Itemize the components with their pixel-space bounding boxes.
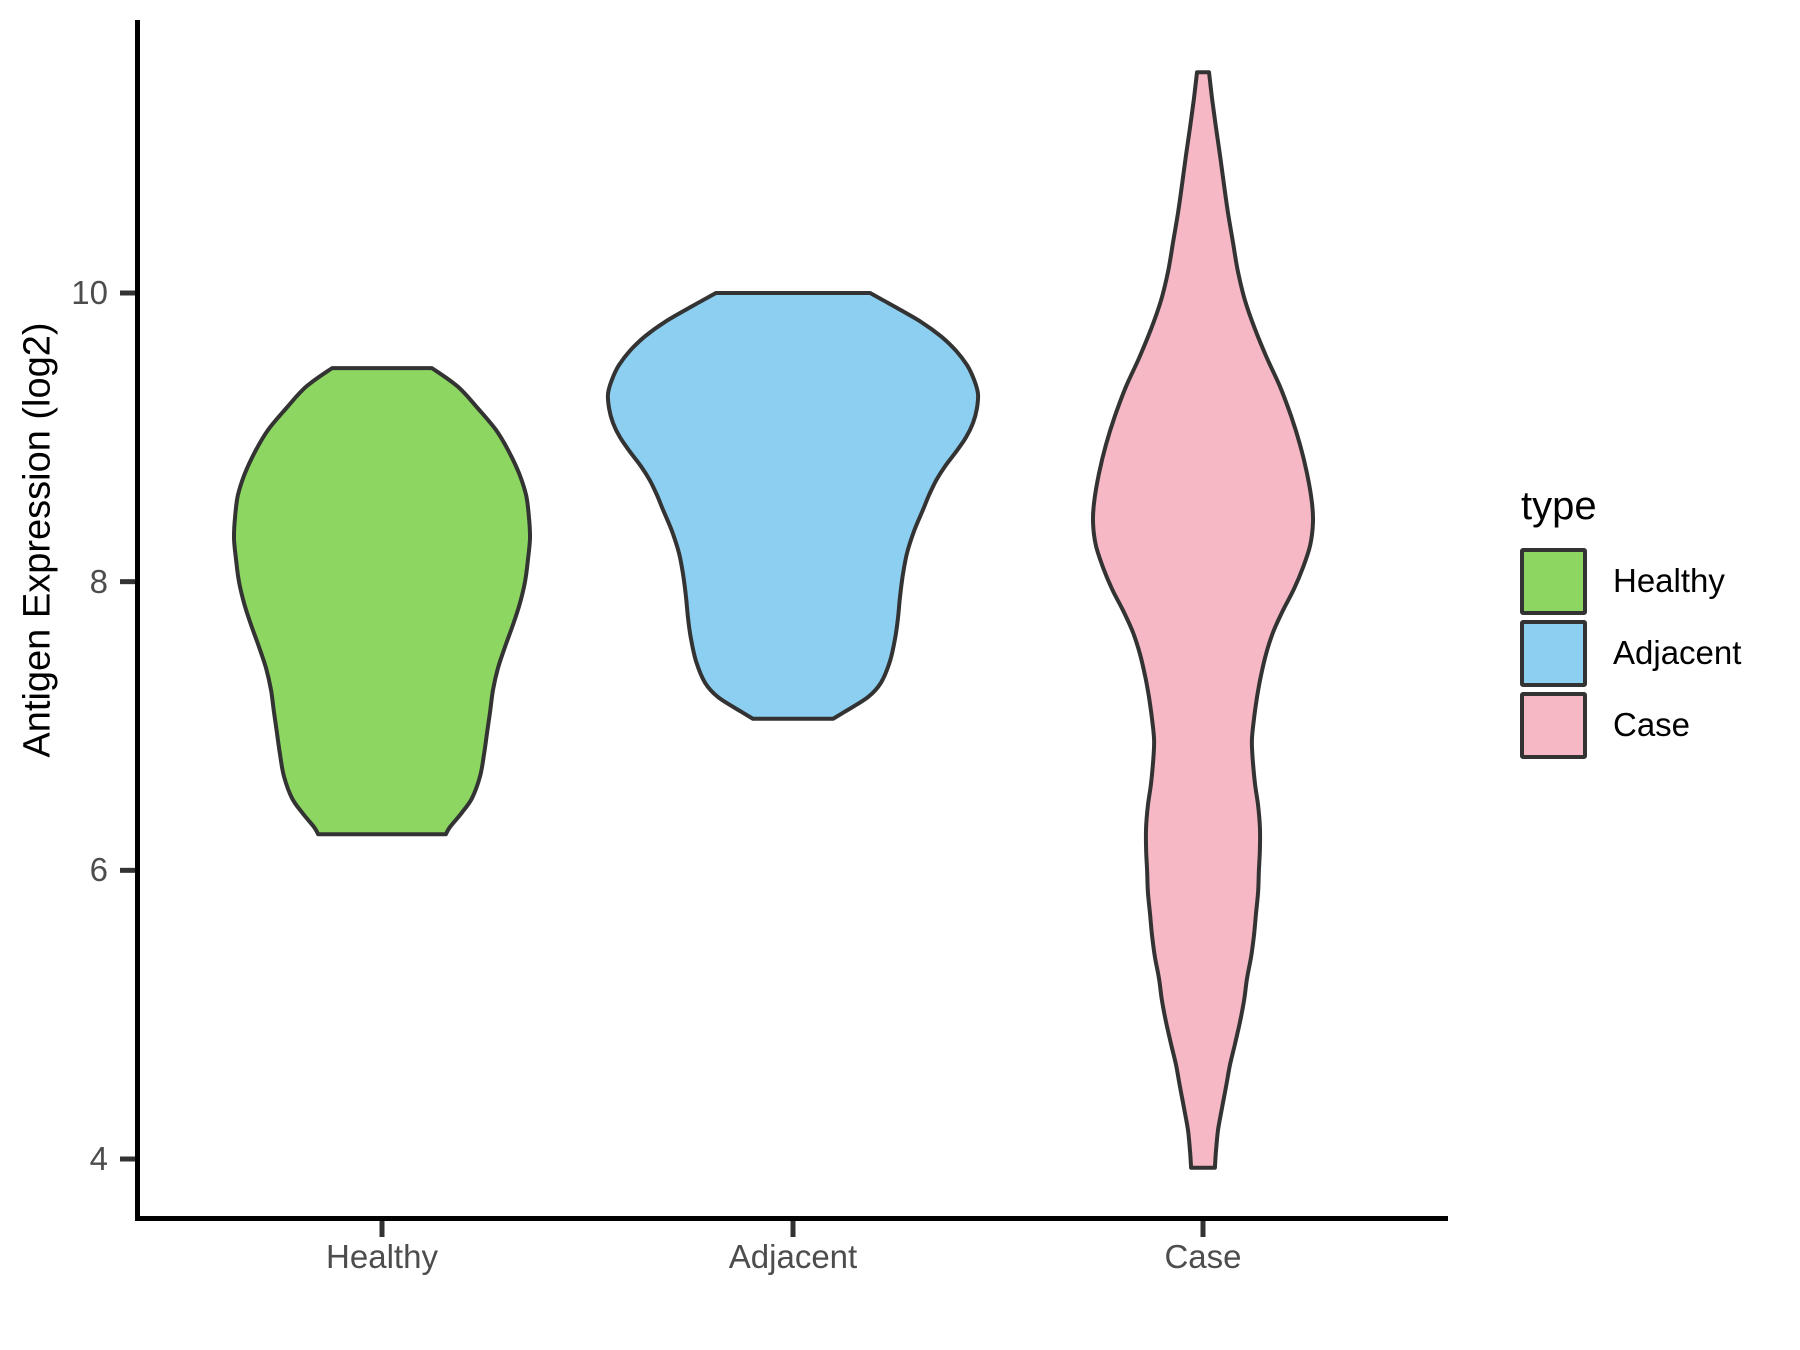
legend-label-adjacent: Adjacent (1613, 634, 1742, 671)
violin-case (1090, 70, 1316, 1170)
legend-swatch-case (1520, 692, 1587, 759)
legend-label-healthy: Healthy (1613, 562, 1725, 599)
x-category-label-healthy: Healthy (326, 1238, 438, 1275)
legend-swatch-adjacent (1520, 620, 1587, 687)
legend-swatch-healthy (1520, 548, 1587, 615)
violin-healthy (231, 366, 533, 837)
legend-label-case: Case (1613, 706, 1691, 743)
x-category-label-case: Case (1164, 1238, 1242, 1275)
y-tick-label-10: 10 (71, 274, 108, 311)
y-axis-title: Antigen Expression (log2) (16, 322, 59, 758)
y-tick-label-4: 4 (89, 1140, 108, 1177)
y-tick-label-8: 8 (89, 563, 108, 600)
violin-adjacent (605, 291, 981, 721)
y-tick-label-6: 6 (89, 851, 108, 888)
legend-title: type (1521, 484, 1597, 528)
x-category-label-adjacent: Adjacent (728, 1238, 858, 1275)
